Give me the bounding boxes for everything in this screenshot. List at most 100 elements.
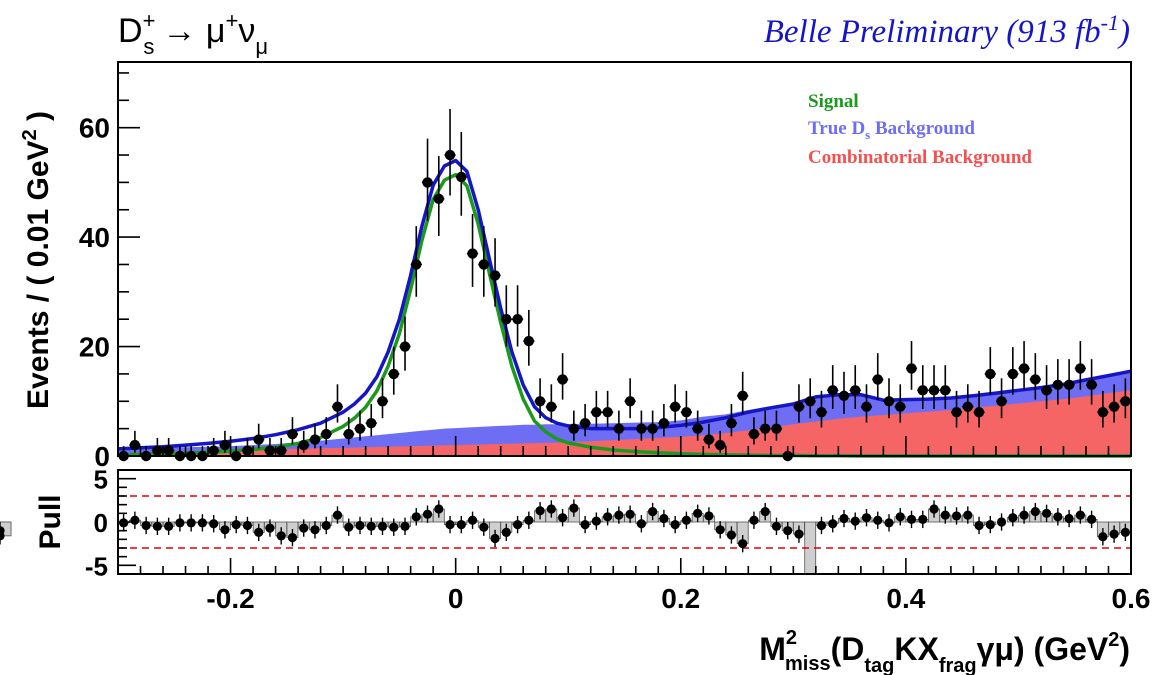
data-point (759, 410, 771, 441)
data-point (444, 109, 456, 196)
pull-point (220, 521, 230, 539)
data-point (962, 384, 974, 423)
main-ytick-label: 0 (94, 441, 110, 472)
data-marker (962, 401, 973, 412)
pull-point (490, 529, 500, 548)
pull-point (1064, 509, 1074, 528)
data-marker (895, 401, 906, 412)
pull-point (254, 523, 264, 542)
pull-marker (603, 512, 613, 522)
data-marker (838, 390, 850, 402)
data-point (872, 353, 884, 400)
pull-marker (130, 515, 140, 525)
data-marker (624, 396, 636, 407)
pull-point (749, 511, 759, 529)
pull-point (569, 499, 579, 517)
decay-nu-sub: μ (255, 34, 268, 59)
pull-marker (209, 519, 219, 529)
pull-marker (918, 514, 928, 525)
main-ytick-label: 40 (79, 222, 110, 253)
pull-marker (512, 520, 523, 530)
data-marker (332, 401, 343, 412)
pull-marker (1109, 529, 1119, 539)
data-marker (208, 445, 219, 456)
data-marker (456, 171, 467, 183)
pull-marker (670, 520, 680, 530)
pull-point (625, 505, 635, 523)
data-point (568, 410, 580, 441)
data-point (466, 214, 479, 287)
data-point (1040, 365, 1053, 409)
data-point (219, 430, 231, 453)
pull-point (1087, 510, 1097, 529)
pull-point (996, 513, 1007, 531)
pull-point (332, 506, 343, 524)
data-marker (152, 445, 163, 456)
data-point (703, 423, 715, 449)
legend-signal: Signal (808, 91, 859, 112)
pull-marker (1098, 532, 1108, 542)
data-point (489, 238, 501, 307)
pull-point (861, 509, 872, 527)
data-point (680, 390, 693, 428)
data-marker (512, 313, 523, 325)
pull-marker (974, 520, 984, 531)
pull-point (1008, 509, 1018, 527)
data-point (849, 365, 861, 409)
data-marker (793, 401, 805, 412)
pull-marker (231, 520, 241, 530)
pull-point (130, 511, 140, 529)
data-point (365, 404, 377, 437)
data-point (579, 404, 591, 437)
legend-true-main: True D (808, 118, 865, 139)
pull-marker (659, 513, 669, 524)
data-marker (242, 445, 253, 456)
pull-point (411, 508, 421, 526)
data-marker (1120, 396, 1131, 407)
data-marker (219, 439, 231, 451)
data-point (286, 417, 299, 445)
data-point (354, 410, 366, 441)
pull-point (265, 519, 275, 537)
data-marker (129, 439, 141, 451)
xlabel-sup: 2 (786, 627, 797, 649)
data-point (309, 423, 321, 449)
pull-point (963, 506, 973, 524)
pull-point (1109, 525, 1119, 543)
pull-point (828, 515, 838, 533)
data-marker (940, 385, 951, 396)
pull-marker (332, 510, 343, 520)
data-point (1029, 353, 1041, 400)
pull-marker (1087, 514, 1097, 525)
data-marker (1108, 401, 1120, 412)
pull-marker (625, 509, 635, 519)
data-marker (534, 396, 546, 407)
data-point (298, 430, 310, 453)
pull-marker (287, 533, 298, 543)
decay-sup: + (143, 8, 156, 33)
data-marker (298, 439, 309, 451)
data-point (376, 378, 389, 419)
pull-marker (299, 523, 309, 533)
combinatorial-background-area (118, 390, 1131, 456)
pull-point (783, 522, 793, 540)
pull-point (164, 517, 174, 535)
decay-label: D+ s → μ+νμ (118, 8, 268, 59)
data-marker (321, 428, 332, 440)
pull-marker (996, 517, 1007, 527)
pull-point (366, 517, 376, 535)
data-point (793, 384, 805, 423)
xlabel-kx: KX (894, 631, 939, 667)
pull-point (681, 511, 692, 529)
pull-point (648, 502, 658, 521)
main-ticks (117, 72, 1132, 457)
pull-marker (1075, 510, 1085, 520)
pull-marker (1019, 510, 1029, 520)
pull-point (524, 511, 534, 529)
pull-point (715, 521, 725, 539)
data-marker (579, 417, 591, 429)
pull-point (299, 519, 309, 537)
data-point (928, 365, 940, 409)
belle-label: Belle Preliminary (913 fb-1) (764, 10, 1130, 50)
